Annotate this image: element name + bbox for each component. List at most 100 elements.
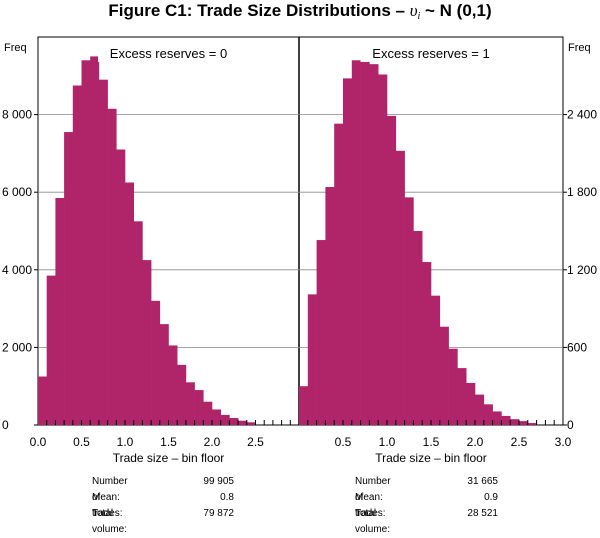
histogram-bar [422,262,432,425]
histogram-bar [404,197,414,425]
histogram-bar [177,364,187,425]
histogram-bar [307,294,317,425]
histogram-bar [125,182,134,425]
x-tick-label: 1.0 [117,435,134,449]
histogram-bar [98,79,108,426]
histogram-bar [299,386,309,425]
stats-label: Mean: [355,492,383,503]
x-tick-label: 2.5 [247,435,264,449]
histogram-bar [448,348,458,425]
x-tick-label: 2.5 [511,435,528,449]
histogram-bar [334,123,344,426]
histogram-bar [431,295,441,425]
y-tick-label: 2 400 [567,108,597,122]
histogram-bar [133,221,143,425]
histogram-bar [527,423,537,425]
histogram-bar [212,409,221,425]
histogram-bar [510,419,520,425]
histogram-bar [501,415,511,425]
y-axis-label: Freq [4,42,27,54]
y-tick-label: 0 [567,418,574,432]
x-tick-label: 1.5 [423,435,440,449]
histogram-bar [351,60,361,425]
x-tick-label: 1.0 [379,435,396,449]
histogram-bar [64,132,74,425]
stats-label: Number of trades: [92,476,128,519]
histogram-bar [142,260,152,425]
stats-value: 79 872 [203,508,234,519]
histogram-chart: 0.0 0.5 1.0 1.5 2.0 2.5 Trade size – bin floor… [2,36,597,465]
histogram-bar [72,85,82,425]
y-tick-label: 6 000 [2,185,32,199]
x-tick-label: 3.0 [555,435,572,449]
histogram-bar [81,60,91,425]
figure-title: Figure C1: Trade Size Distributions – υi… [0,0,600,28]
stats-value: 99 905 [203,476,234,487]
y-tick-label: 2 000 [2,340,32,354]
stats-label: Number of trades: [355,476,391,519]
panel-title: Excess reserves = 1 [372,46,489,61]
histogram-bar [457,368,467,425]
figure-title-variable: υ [409,1,418,20]
stats-value: 28 521 [467,508,498,519]
y-tick-label: 1 200 [567,263,597,277]
figure-title-suffix: ~ N (0,1) [425,1,492,20]
histogram-bar [116,149,126,425]
histogram-bar [369,64,379,425]
histogram-bar [325,187,335,425]
histogram-bar [492,411,502,425]
y-axis-label: Freq [568,42,591,54]
histogram-bar [413,231,423,425]
histogram-bar [203,401,213,425]
histogram-bar [439,326,449,425]
histogram-bar [519,421,529,425]
x-tick-label: 0.0 [30,435,47,449]
histogram-bar [246,422,256,425]
histogram-bar [387,115,397,425]
panel-title-bg [360,44,502,62]
histogram-bar [151,300,161,425]
histogram-bar [90,56,100,426]
y-tick-label: 600 [567,340,587,354]
histogram-bar [395,150,405,425]
stats-label: Total volume: [92,508,128,535]
stats-label: Total volume: [355,508,391,535]
histogram-bar [343,78,353,426]
histogram-bar [360,57,370,426]
x-tick-label: 0.5 [335,435,352,449]
histogram-bar [55,198,65,425]
histogram-bar [220,414,230,425]
histogram-bar [46,275,56,425]
x-tick-label: 0.5 [73,435,90,449]
x-tick-label: 2.0 [204,435,221,449]
panel-title-bg [98,44,239,62]
figure-title-prefix: Figure C1: Trade Size Distributions – [108,1,405,20]
histogram-bar [483,404,493,425]
stats-value: 31 665 [467,476,498,487]
stats-value: 0.8 [220,492,234,503]
figure-title-subscript: i [417,11,421,22]
histogram-bar [475,394,485,425]
x-axis-label: Trade size – bin floor [375,451,487,465]
histogram-bar [466,382,476,425]
x-axis-label: Trade size – bin floor [113,451,225,465]
x-tick-label: 1.5 [160,435,177,449]
histogram-bar [107,108,117,425]
y-tick-label: 1 800 [567,185,597,199]
y-tick-label: 4 000 [2,263,32,277]
panel-title: Excess reserves = 0 [110,46,227,61]
histogram-bar [229,418,239,425]
histogram-bar [185,382,195,425]
y-tick-label: 0 [2,418,9,432]
stats-value: 0.9 [484,492,498,503]
histogram-bar [159,324,169,425]
histogram-bar [316,240,326,425]
histogram-bar [378,74,388,426]
stats-label: Mean: [92,492,120,503]
histogram-bar [168,345,178,425]
histogram-bar [194,390,204,425]
histogram-bar [38,376,47,425]
y-tick-label: 8 000 [2,108,32,122]
x-tick-label: 2.0 [467,435,484,449]
histogram-bar [238,420,248,425]
